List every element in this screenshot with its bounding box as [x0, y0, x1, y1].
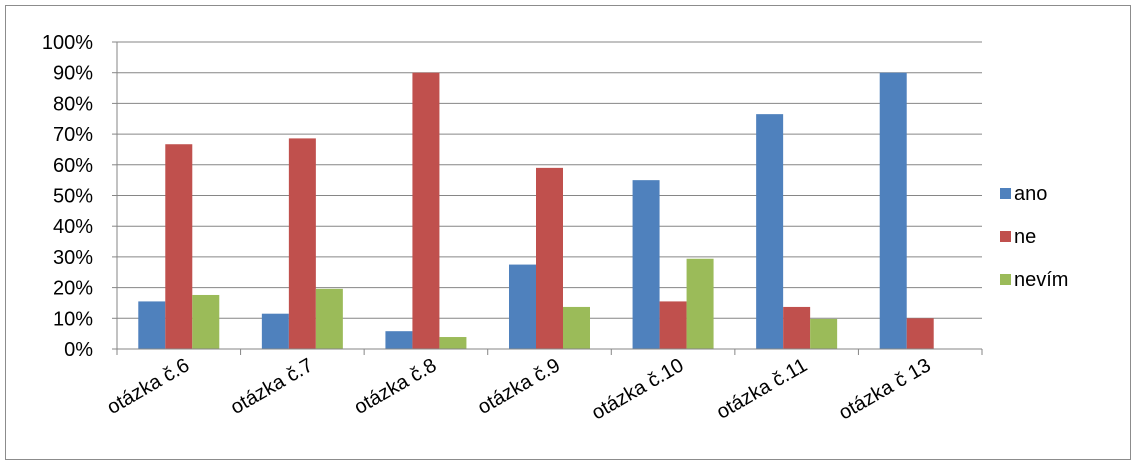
legend-swatch-ano: [1000, 188, 1011, 199]
chart-frame: [5, 5, 1131, 460]
bar-ne: [165, 144, 193, 349]
y-tick-label: 40%: [53, 216, 93, 238]
legend-label-ne: ne: [1014, 226, 1036, 248]
bar-ano: [756, 114, 784, 350]
y-tick-labels: 0% 10% 20% 30% 40% 50% 60% 70% 80% 90% 100%: [42, 32, 93, 361]
y-tick-label: 0%: [64, 339, 93, 361]
bar-ano: [261, 313, 289, 349]
bar-nevím: [810, 318, 838, 349]
bar-ano: [509, 264, 536, 349]
bars: [138, 72, 934, 350]
legend-label-ano: ano: [1014, 183, 1047, 205]
y-tick-label: 90%: [53, 63, 93, 85]
legend-swatch-nevím: [1000, 274, 1011, 285]
y-tick-label: 50%: [53, 186, 93, 208]
x-category-labels: otázka č.6 otázka č.7 otázka č.8 otázka č.9…: [103, 354, 934, 424]
bar-nevím: [192, 294, 220, 349]
gridlines: [117, 41, 982, 319]
bar-ne: [412, 72, 440, 349]
bar-nevím: [315, 288, 343, 349]
y-tick-label: 10%: [53, 308, 93, 330]
legend: ano ne nevím: [1000, 183, 1068, 291]
bar-ano: [879, 72, 907, 349]
x-category-label: otázka č.8: [350, 354, 440, 419]
y-tick-label: 70%: [53, 124, 93, 146]
bar-ano: [385, 331, 413, 349]
bar-nevím: [439, 337, 467, 349]
y-tick-label: 20%: [53, 278, 93, 300]
axes: [112, 41, 983, 355]
legend-swatch-ne: [1000, 231, 1011, 242]
y-tick-label: 80%: [53, 93, 93, 115]
bar-nevím: [686, 258, 714, 349]
bar-ano: [138, 301, 166, 349]
bar-ne: [659, 301, 687, 349]
bar-ne: [288, 138, 316, 349]
x-category-label: otázka č.11: [713, 354, 811, 423]
x-category-label: otázka č.6: [103, 354, 193, 419]
x-category-label: otázka č.9: [474, 354, 564, 419]
y-tick-label: 100%: [42, 32, 93, 54]
bar-ano: [632, 180, 660, 349]
y-tick-label: 30%: [53, 247, 93, 269]
bar-nevím: [563, 306, 590, 349]
bar-ne: [906, 318, 934, 349]
x-category-label: otázka č 13: [835, 354, 935, 424]
legend-label-nevím: nevím: [1014, 269, 1068, 291]
y-tick-label: 60%: [53, 155, 93, 177]
x-category-label: otázka č.7: [227, 354, 317, 419]
x-category-label: otázka č.10: [588, 354, 688, 424]
bar-ne: [783, 306, 811, 349]
bar-ne: [536, 167, 563, 349]
